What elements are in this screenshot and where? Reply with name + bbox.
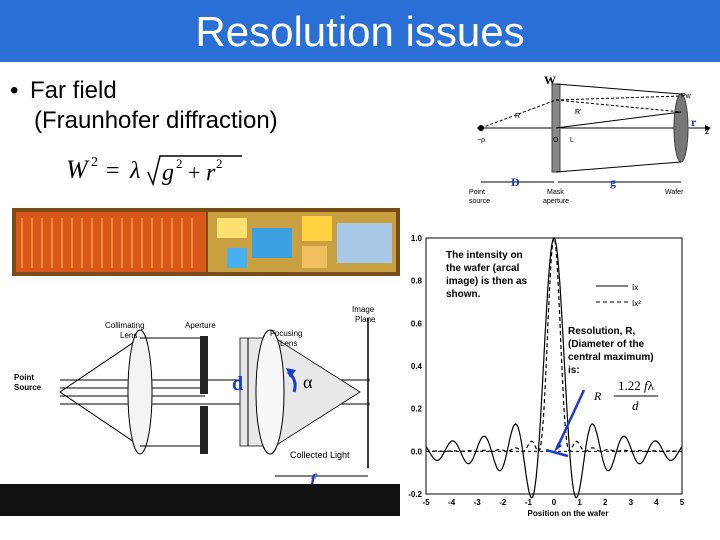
point-source-label: Point — [469, 189, 485, 196]
svg-text:is:: is: — [568, 365, 580, 376]
svg-text:Point: Point — [14, 373, 34, 382]
svg-text:source: source — [469, 198, 490, 205]
R-prime-label: R' — [575, 109, 581, 116]
minus-rho-label: −ρ — [477, 137, 485, 144]
x-tick-label: 0 — [552, 498, 557, 507]
optics-diagram: Point Source Collimating Lens Aperture F… — [0, 298, 400, 516]
y-tick-label: 0.2 — [411, 405, 423, 414]
collected-light-label: Collected Light — [290, 450, 350, 460]
chart-annotation-1: The intensity on the wafer (arcal image)… — [446, 250, 528, 300]
z-axis-label: z — [705, 126, 710, 136]
svg-text:Image: Image — [352, 305, 375, 314]
x-tick-label: 3 — [629, 498, 634, 507]
O-label: O — [553, 137, 559, 144]
mask-label: Mask — [547, 189, 564, 196]
d-label: d — [232, 373, 243, 395]
r-label: r — [691, 115, 697, 129]
svg-text:(Diameter of the: (Diameter of the — [568, 339, 645, 350]
aperture-top — [200, 336, 208, 394]
svg-text:r: r — [206, 160, 216, 186]
focusing-lens — [255, 329, 285, 455]
W-label: W — [544, 73, 556, 87]
bullet-list: • Far field (Fraunhofer diffraction) — [10, 76, 278, 136]
y-tick-label: 0.4 — [411, 362, 423, 371]
x-tick-label: -2 — [499, 498, 507, 507]
f-label: f — [310, 470, 318, 490]
title-bar — [0, 0, 720, 62]
chip-die-photo — [12, 208, 400, 276]
y-tick-label: 0.0 — [411, 447, 423, 456]
x-tick-label: -3 — [474, 498, 482, 507]
svg-text:Lens: Lens — [120, 331, 137, 340]
svg-text:Focusing: Focusing — [270, 329, 302, 338]
legend-ix2: Ix² — [632, 299, 641, 308]
x-tick-label: 1 — [577, 498, 582, 507]
width-formula: W 2 = λ g 2 + r 2 — [66, 148, 246, 199]
x-axis-label: Position on the wafer — [528, 509, 609, 518]
Pw-label: Pw — [681, 93, 692, 100]
y-tick-label: 1.0 — [411, 234, 423, 243]
bullet-item: • Far field — [10, 76, 278, 106]
g-label: g — [610, 175, 616, 189]
svg-text:Lens: Lens — [280, 339, 297, 348]
fraunhofer-geometry-diagram: z W Pw r R R' L O −ρ D g Point source Ma… — [469, 73, 711, 205]
svg-text:=: = — [106, 158, 120, 184]
x-tick-label: 5 — [680, 498, 685, 507]
x-tick-label: -5 — [422, 498, 430, 507]
D-label: D — [511, 175, 520, 189]
svg-text:λ: λ — [129, 158, 140, 184]
svg-text:aperture: aperture — [543, 198, 569, 205]
svg-text:R: R — [593, 389, 602, 403]
bullet-line-1: Far field — [30, 77, 117, 104]
wafer-lens — [673, 93, 689, 163]
formula-svg: W 2 = λ g 2 + r 2 — [66, 155, 242, 187]
aperture-bottom — [200, 406, 208, 454]
aperture-label: Aperture — [185, 321, 216, 330]
svg-text:1.22 fλ: 1.22 fλ — [618, 378, 655, 393]
alpha-label: α — [303, 372, 313, 392]
x-tick-label: -1 — [525, 498, 533, 507]
svg-text:the wafer (arcal: the wafer (arcal — [446, 263, 520, 274]
svg-text:+: + — [188, 160, 200, 185]
svg-text:The intensity on: The intensity on — [446, 250, 523, 261]
x-tick-label: -4 — [448, 498, 456, 507]
svg-text:d: d — [632, 398, 639, 413]
diffraction-intensity-chart: -0.2 0.0 0.2 0.4 0.6 0.8 1.0 -5 -4 -3 -2 -1 0 1 2 3 4 5 P… — [400, 230, 690, 522]
y-tick-label: 0.6 — [411, 319, 423, 328]
svg-text:W: W — [66, 155, 90, 184]
collimating-lens — [127, 329, 153, 455]
slide-title: Resolution issues — [195, 8, 525, 55]
x-tick-label: 4 — [654, 498, 659, 507]
series-line-ix2 — [425, 236, 683, 452]
svg-text:g: g — [162, 160, 174, 186]
y-tick-label: 0.8 — [411, 277, 423, 286]
svg-text:Resolution, R,: Resolution, R, — [568, 326, 635, 337]
bullet-dot-icon: • — [10, 77, 19, 104]
svg-text:2: 2 — [176, 156, 183, 171]
legend-ix: Ix — [632, 283, 638, 292]
svg-text:Plane: Plane — [355, 315, 376, 324]
svg-text:Source: Source — [14, 383, 42, 392]
svg-text:shown.: shown. — [446, 289, 481, 300]
L-label: L — [570, 137, 574, 144]
svg-text:image) is then as: image) is then as — [446, 276, 528, 287]
R-label: R — [515, 113, 520, 120]
svg-text:2: 2 — [216, 156, 223, 171]
series-line-ix — [425, 237, 683, 499]
wafer-label: Wafer — [665, 189, 684, 196]
x-tick-label: 2 — [603, 498, 608, 507]
y-tick-label: -0.2 — [408, 490, 422, 499]
svg-text:central maximum): central maximum) — [568, 352, 654, 363]
svg-text:2: 2 — [91, 155, 98, 170]
chart-annotation-2: Resolution, R, (Diameter of the central … — [568, 326, 654, 376]
svg-text:Collimating: Collimating — [105, 321, 145, 330]
bullet-line-2: (Fraunhofer diffraction) — [34, 107, 278, 134]
